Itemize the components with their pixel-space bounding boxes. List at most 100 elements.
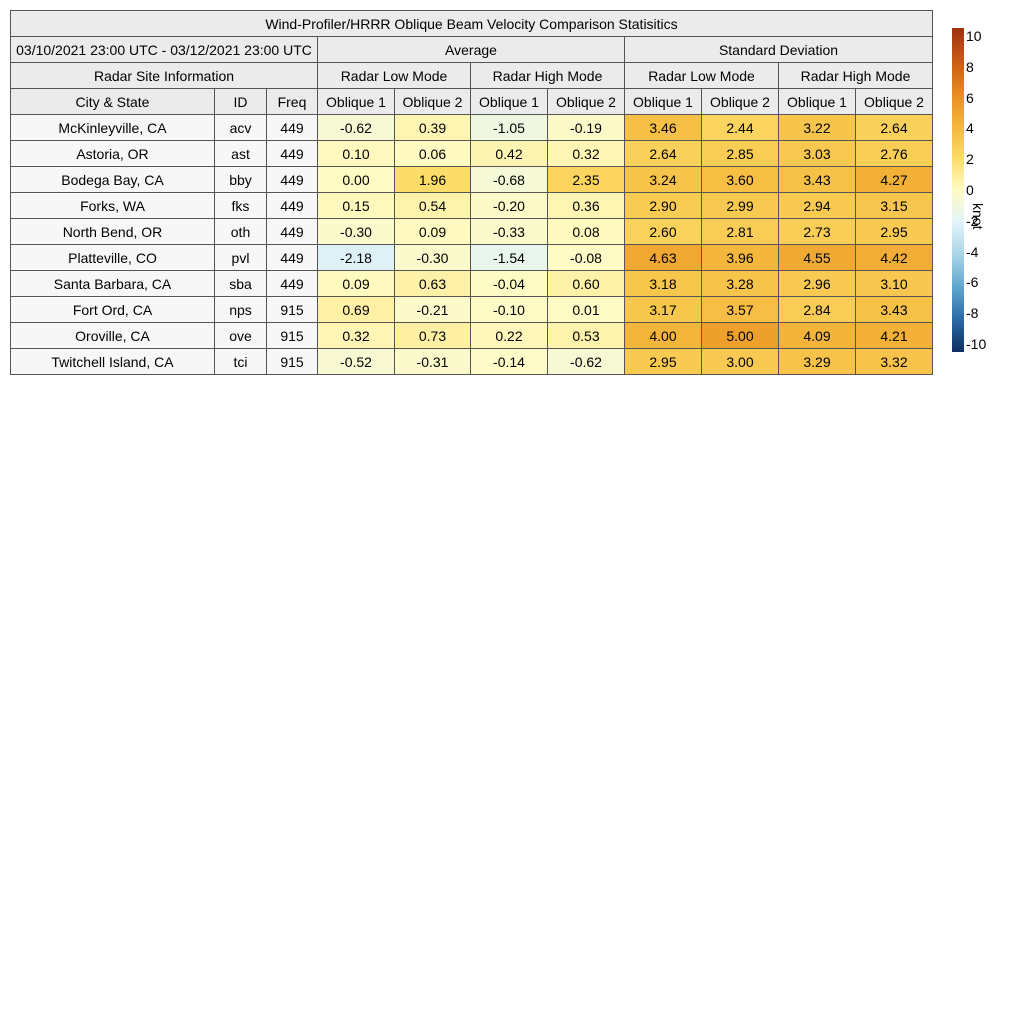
site-freq-cell: 449 [266,270,318,297]
value-cell: 0.08 [547,218,625,245]
value-cell: 2.95 [855,218,933,245]
value-cell: 4.63 [624,244,702,271]
value-cell: 3.28 [701,270,779,297]
colorbar-tick-label: -4 [966,243,979,260]
site-freq-cell: 449 [266,140,318,167]
colorbar-label: knot [970,203,986,230]
column-header-oblique-2: Oblique 2 [701,88,779,115]
site-freq-cell: 449 [266,244,318,271]
value-cell: 2.90 [624,192,702,219]
colorbar-tick-label: 0 [966,182,974,198]
table-row: Twitchell Island, CA tci 915 -0.52 -0.31 -0.1… [10,348,933,375]
value-cell: 4.27 [855,166,933,193]
value-cell: 0.63 [394,270,471,297]
value-cell: -0.62 [317,114,395,141]
value-cell: 3.18 [624,270,702,297]
colorbar-tick-label: -2 [966,212,979,229]
value-cell: -0.21 [394,296,471,323]
value-cell: 2.81 [701,218,779,245]
colorbar-tick-label: 4 [966,120,974,137]
site-freq-cell: 915 [266,348,318,375]
mode-header-std-low: Radar Low Mode [624,62,779,89]
value-cell: 0.09 [317,270,395,297]
site-city-cell: Forks, WA [10,192,215,219]
value-cell: 3.46 [624,114,702,141]
site-freq-cell: 915 [266,296,318,323]
value-cell: 2.76 [855,140,933,167]
value-cell: 2.94 [778,192,856,219]
value-cell: 0.15 [317,192,395,219]
value-cell: 3.43 [778,166,856,193]
site-city-cell: North Bend, OR [10,218,215,245]
table-row: McKinleyville, CA acv 449 -0.62 0.39 -1.05 -0.… [10,114,933,141]
mode-header-std-high: Radar High Mode [778,62,933,89]
value-cell: -0.62 [547,348,625,375]
table-row: Platteville, CO pvl 449 -2.18 -0.30 -1.54 -0.0… [10,244,933,271]
site-city-cell: Fort Ord, CA [10,296,215,323]
site-id-cell: fks [214,192,267,219]
colorbar-tick-label: -10 [966,336,987,352]
value-cell: -0.20 [470,192,548,219]
column-header-oblique-1: Oblique 1 [778,88,856,115]
value-cell: 4.42 [855,244,933,271]
value-cell: 0.32 [547,140,625,167]
value-cell: 3.10 [855,270,933,297]
site-city-cell: Platteville, CO [10,244,215,271]
mode-header-avg-low: Radar Low Mode [317,62,471,89]
site-freq-cell: 449 [266,114,318,141]
value-cell: -0.08 [547,244,625,271]
colorbar-tick-label: 6 [966,89,974,106]
value-cell: 0.54 [394,192,471,219]
column-header-id: ID [214,88,267,115]
value-cell: 0.22 [470,322,548,349]
stats-table: Wind-Profiler/HRRR Oblique Beam Velocity… [10,10,933,375]
mode-header-avg-high: Radar High Mode [470,62,625,89]
site-id-cell: acv [214,114,267,141]
value-cell: 2.44 [701,114,779,141]
site-city-cell: Astoria, OR [10,140,215,167]
site-id-cell: nps [214,296,267,323]
site-freq-cell: 449 [266,218,318,245]
table-row: North Bend, OR oth 449 -0.30 0.09 -0.33 0.08 2.… [10,218,933,245]
site-city-cell: Oroville, CA [10,322,215,349]
column-header-oblique-1: Oblique 1 [317,88,395,115]
colorbar-tick-label: -8 [966,305,979,322]
value-cell: 4.09 [778,322,856,349]
value-cell: 3.22 [778,114,856,141]
value-cell: 0.42 [470,140,548,167]
site-id-cell: ove [214,322,267,349]
value-cell: -0.30 [317,218,395,245]
colorbar: 10 8 6 4 2 0 -2 -4 -6 -8 -10 knot [952,28,1024,352]
value-cell: -0.52 [317,348,395,375]
value-cell: 0.60 [547,270,625,297]
value-cell: 3.60 [701,166,779,193]
value-cell: 3.15 [855,192,933,219]
site-id-cell: oth [214,218,267,245]
value-cell: 3.17 [624,296,702,323]
value-cell: 2.64 [624,140,702,167]
value-cell: 0.00 [317,166,395,193]
value-cell: -0.68 [470,166,548,193]
site-city-cell: Bodega Bay, CA [10,166,215,193]
group-header-std-dev: Standard Deviation [624,36,933,63]
value-cell: 3.00 [701,348,779,375]
value-cell: 3.43 [855,296,933,323]
site-city-cell: Santa Barbara, CA [10,270,215,297]
value-cell: 0.32 [317,322,395,349]
table-row: Astoria, OR ast 449 0.10 0.06 0.42 0.32 2.64 2.8… [10,140,933,167]
colorbar-tick-label: 2 [966,151,974,168]
site-freq-cell: 449 [266,166,318,193]
value-cell: 4.00 [624,322,702,349]
value-cell: 3.96 [701,244,779,271]
column-header-oblique-1: Oblique 1 [624,88,702,115]
value-cell: -0.14 [470,348,548,375]
value-cell: 3.29 [778,348,856,375]
value-cell: 0.39 [394,114,471,141]
value-cell: 2.84 [778,296,856,323]
site-city-cell: McKinleyville, CA [10,114,215,141]
value-cell: 2.99 [701,192,779,219]
colorbar-gradient [952,28,964,352]
value-cell: 2.85 [701,140,779,167]
colorbar-tick-label: 10 [966,28,982,44]
value-cell: -0.19 [547,114,625,141]
